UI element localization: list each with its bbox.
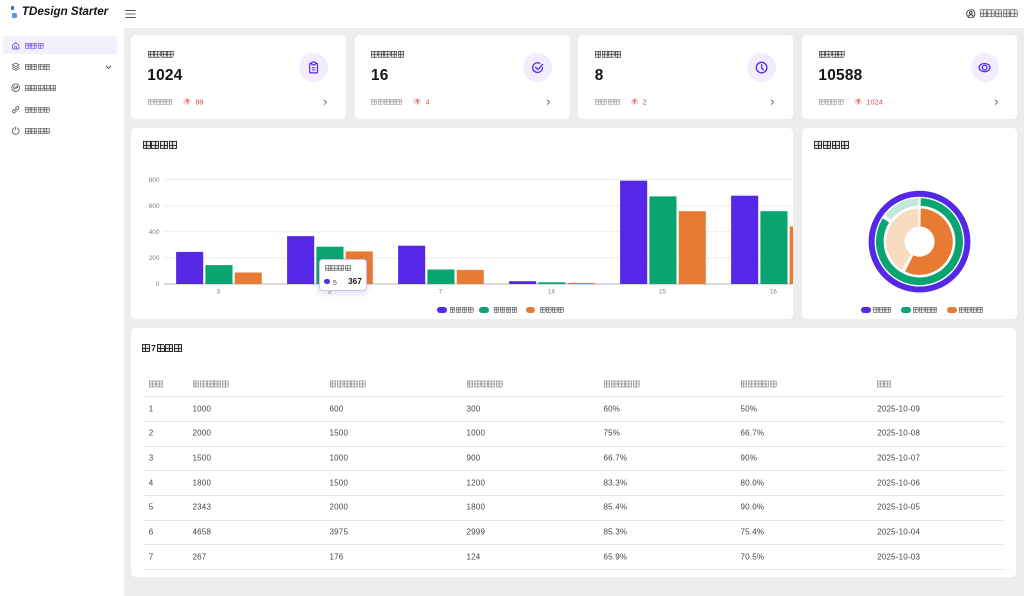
svg-text:600: 600 [149,203,160,210]
svg-text:800: 800 [149,177,160,184]
svg-text:3: 3 [217,289,221,296]
svg-text:14: 14 [548,289,556,296]
svg-text:200: 200 [149,255,160,262]
svg-text:400: 400 [149,229,160,236]
svg-text:16: 16 [770,289,778,296]
svg-text:15: 15 [659,289,667,296]
svg-text:5: 5 [328,289,332,296]
svg-text:7: 7 [439,289,443,296]
svg-text:0: 0 [156,281,160,288]
